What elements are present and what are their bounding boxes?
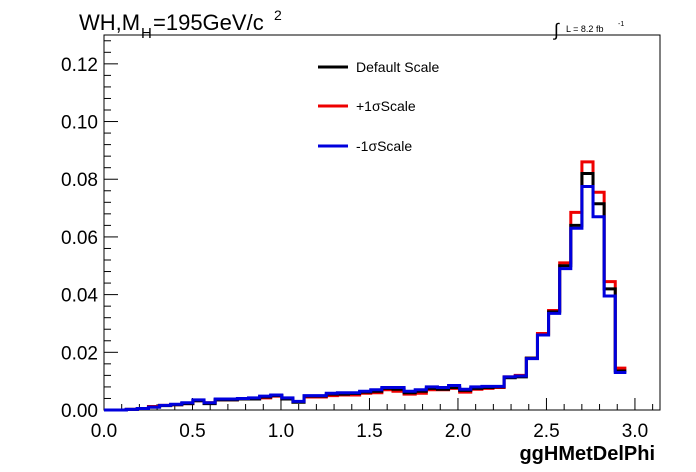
- y-axis: 0.00 0.02 0.04 0.06 0.08 0.10 0.12: [61, 40, 118, 422]
- legend: Default Scale +1σScale -1σScale: [318, 59, 439, 154]
- chart-title-rest: =195GeV/c: [153, 10, 264, 35]
- x-tick-label: 1.0: [268, 421, 294, 442]
- y-tick-label: 0.10: [61, 113, 98, 134]
- lumi-label: L = 8.2 fb: [566, 24, 603, 34]
- y-tick-label: 0.04: [61, 286, 98, 307]
- y-tick-label: 0.12: [61, 55, 98, 76]
- x-tick-label: 3.0: [622, 421, 648, 442]
- y-tick-label: 0.08: [61, 170, 98, 191]
- x-axis-label: ggHMetDelPhi: [519, 443, 655, 465]
- lumi-integral-symbol: ∫: [552, 20, 560, 40]
- x-tick-label: 0.0: [91, 421, 117, 442]
- x-tick-label: 2.0: [445, 421, 471, 442]
- y-tick-label: 0.02: [61, 343, 98, 364]
- x-tick-label: 0.5: [179, 421, 205, 442]
- legend-label-plus: +1σScale: [356, 98, 416, 114]
- y-tick-label: 0.06: [61, 228, 98, 249]
- series-layer: [104, 160, 627, 412]
- chart-title-subscript: H: [141, 25, 152, 42]
- series-line-minus-sigma: [104, 184, 627, 412]
- chart-title-main: WH,M: [79, 10, 140, 35]
- plot-frame: [103, 34, 661, 411]
- x-axis: 0.0 0.5 1.0 1.5 2.0 2.5 3.0: [91, 398, 654, 442]
- legend-label-default: Default Scale: [356, 59, 439, 75]
- legend-label-minus: -1σScale: [356, 138, 412, 154]
- chart-title-superscript: 2: [274, 7, 282, 23]
- y-tick-label: 0.00: [61, 401, 98, 422]
- lumi-superscript: -1: [618, 21, 624, 28]
- x-tick-label: 2.5: [533, 421, 559, 442]
- x-tick-label: 1.5: [356, 421, 382, 442]
